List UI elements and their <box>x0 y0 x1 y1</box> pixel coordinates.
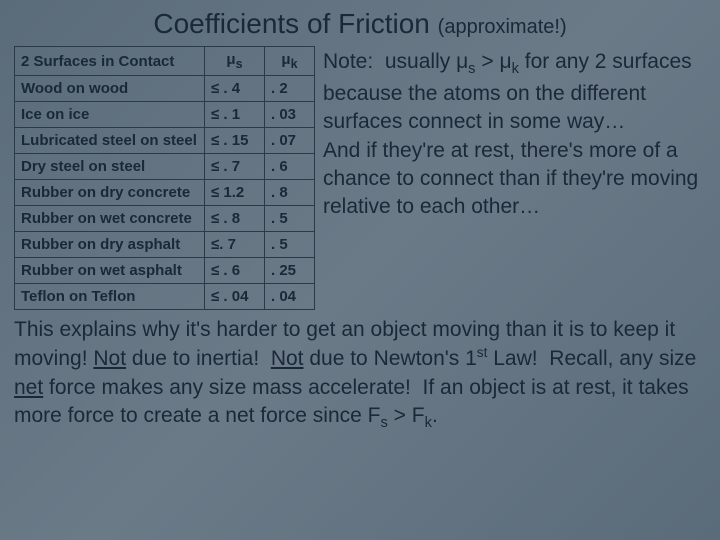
page-title: Coefficients of Friction (approximate!) <box>14 8 706 40</box>
cell-muk: . 25 <box>265 258 315 284</box>
table-row: Rubber on wet asphalt≤ . 6. 25 <box>15 258 315 284</box>
cell-muk: . 03 <box>265 102 315 128</box>
cell-surface: Ice on ice <box>15 102 205 128</box>
cell-mus: ≤ . 1 <box>205 102 265 128</box>
cell-surface: Wood on wood <box>15 76 205 102</box>
col-muk: μk <box>265 47 315 76</box>
side-note: Note: usually μs > μk for any 2 surfaces… <box>323 46 706 310</box>
cell-surface: Rubber on dry concrete <box>15 180 205 206</box>
cell-mus: ≤ . 04 <box>205 284 265 310</box>
bottom-paragraph: This explains why it's harder to get an … <box>14 316 706 434</box>
cell-mus: ≤ 1.2 <box>205 180 265 206</box>
table-header-row: 2 Surfaces in Contact μs μk <box>15 47 315 76</box>
table-row: Teflon on Teflon≤ . 04. 04 <box>15 284 315 310</box>
cell-surface: Dry steel on steel <box>15 154 205 180</box>
cell-mus: ≤. 7 <box>205 232 265 258</box>
table-row: Lubricated steel on steel≤ . 15. 07 <box>15 128 315 154</box>
cell-muk: . 04 <box>265 284 315 310</box>
cell-surface: Rubber on dry asphalt <box>15 232 205 258</box>
col-mus: μs <box>205 47 265 76</box>
content-row: 2 Surfaces in Contact μs μk Wood on wood… <box>14 46 706 310</box>
cell-muk: . 2 <box>265 76 315 102</box>
cell-mus: ≤ . 4 <box>205 76 265 102</box>
col-surfaces: 2 Surfaces in Contact <box>15 47 205 76</box>
cell-mus: ≤ . 8 <box>205 206 265 232</box>
cell-surface: Lubricated steel on steel <box>15 128 205 154</box>
table-row: Ice on ice≤ . 1. 03 <box>15 102 315 128</box>
cell-mus: ≤ . 7 <box>205 154 265 180</box>
table-row: Rubber on wet concrete≤ . 8. 5 <box>15 206 315 232</box>
cell-mus: ≤ . 15 <box>205 128 265 154</box>
table-row: Rubber on dry concrete≤ 1.2. 8 <box>15 180 315 206</box>
cell-mus: ≤ . 6 <box>205 258 265 284</box>
slide: Coefficients of Friction (approximate!) … <box>0 0 720 442</box>
cell-surface: Rubber on wet concrete <box>15 206 205 232</box>
cell-muk: . 07 <box>265 128 315 154</box>
table-row: Rubber on dry asphalt≤. 7. 5 <box>15 232 315 258</box>
cell-muk: . 6 <box>265 154 315 180</box>
table-row: Dry steel on steel≤ . 7. 6 <box>15 154 315 180</box>
cell-muk: . 5 <box>265 232 315 258</box>
title-suffix: (approximate!) <box>438 16 567 38</box>
friction-table: 2 Surfaces in Contact μs μk Wood on wood… <box>14 46 315 310</box>
cell-muk: . 8 <box>265 180 315 206</box>
cell-surface: Rubber on wet asphalt <box>15 258 205 284</box>
cell-surface: Teflon on Teflon <box>15 284 205 310</box>
table-body: Wood on wood≤ . 4. 2Ice on ice≤ . 1. 03L… <box>15 76 315 310</box>
table-row: Wood on wood≤ . 4. 2 <box>15 76 315 102</box>
title-main: Coefficients of Friction <box>153 8 430 39</box>
cell-muk: . 5 <box>265 206 315 232</box>
